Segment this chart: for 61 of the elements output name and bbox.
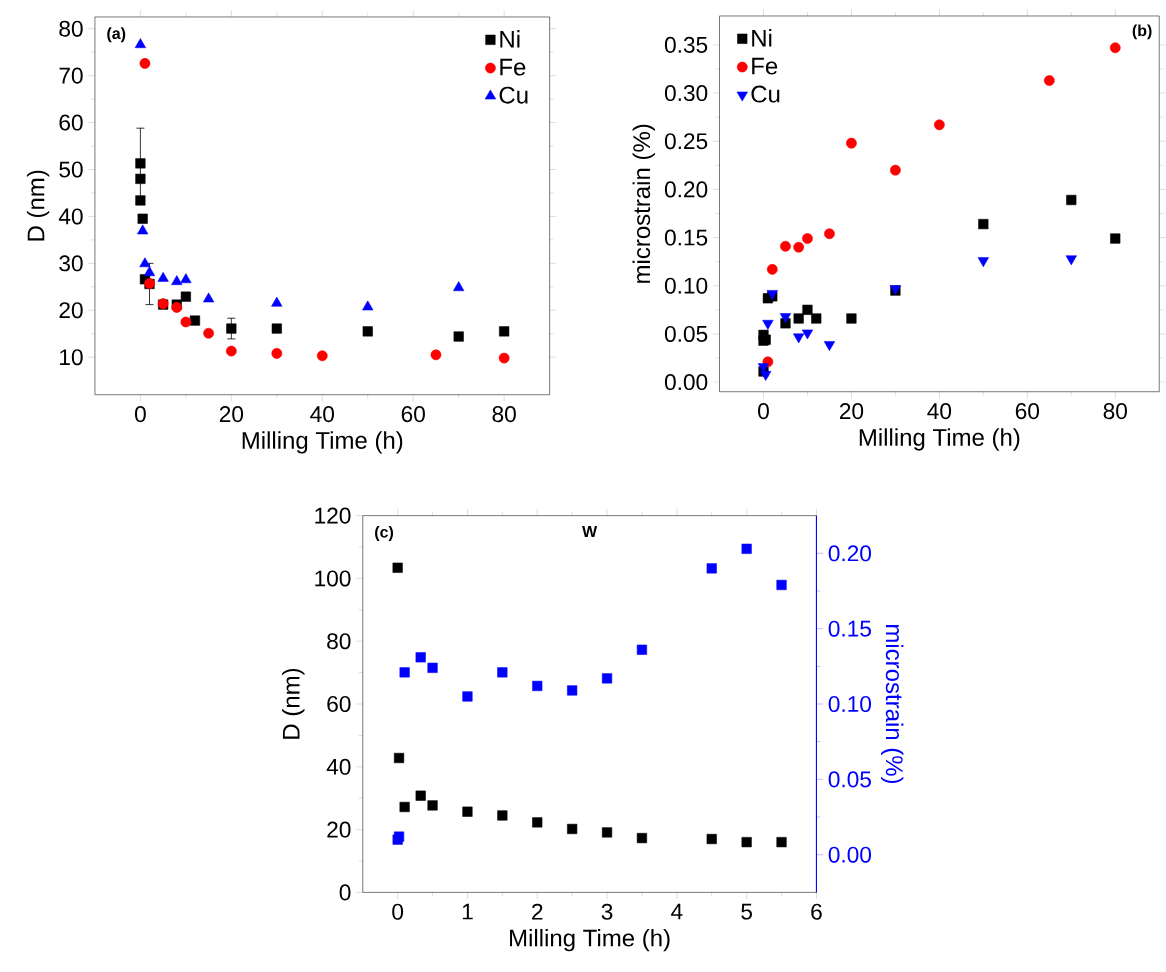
y-tick-label: 0.35 — [664, 36, 708, 53]
y-tick-label: 20 — [59, 302, 83, 319]
y2-tick-label: 0.00 — [828, 846, 872, 863]
y-tick-label: 0 — [339, 884, 351, 901]
y-tick-label: 40 — [58, 208, 83, 225]
x-tick-label: 20 — [219, 405, 244, 422]
x-tick-label: 0 — [134, 405, 146, 422]
legend-label: Ni — [500, 29, 520, 48]
x-tick-label: 60 — [1015, 402, 1040, 419]
x-tick-label: 1 — [462, 903, 473, 920]
y-axis-title: D (nm) — [282, 668, 305, 739]
legend-label: Fe — [500, 58, 526, 76]
x-tick-label: 0 — [758, 402, 769, 419]
y-axis-title: D (nm) — [26, 170, 50, 241]
y-tick-label: 120 — [315, 507, 351, 524]
y-tick-label: 0.05 — [664, 325, 708, 342]
legend-label: Cu — [499, 86, 528, 104]
y-tick-label: 0.25 — [664, 133, 708, 150]
x-axis-title: Milling Time (h) — [859, 428, 1020, 451]
y-tick-label: 10 — [60, 349, 83, 366]
y-tick-label: 60 — [59, 114, 83, 131]
y-tick-label: 80 — [59, 20, 83, 37]
annotation: W — [582, 525, 598, 537]
x-tick-label: 2 — [532, 903, 543, 920]
x-tick-label: 20 — [839, 402, 864, 419]
y-tick-label: 20 — [327, 821, 351, 838]
y-tick-label: 0.30 — [664, 84, 708, 101]
y2-tick-label: 0.20 — [828, 545, 872, 562]
y-tick-label: 50 — [59, 161, 83, 178]
y-tick-label: 0.10 — [664, 277, 708, 294]
y2-tick-label: 0.10 — [828, 695, 872, 712]
x-tick-label: 60 — [401, 405, 425, 422]
y-tick-label: 70 — [59, 67, 83, 84]
legend-label: Fe — [752, 57, 778, 75]
x-axis-title: Milling Time (h) — [510, 928, 670, 952]
y-tick-label: 30 — [59, 255, 83, 272]
y-tick-label: 100 — [315, 570, 351, 587]
y2-tick-label: 0.05 — [828, 771, 871, 788]
legend-label: Cu — [751, 85, 780, 103]
x-tick-label: 4 — [671, 903, 683, 920]
x-tick-label: 40 — [927, 402, 952, 419]
y-axis-title: microstrain (%) — [632, 124, 655, 283]
y-tick-label: 0.20 — [664, 181, 708, 198]
x-tick-label: 80 — [492, 405, 516, 422]
y2-tick-label: 0.15 — [828, 620, 871, 637]
x-tick-label: 80 — [1103, 402, 1127, 419]
x-tick-label: 6 — [811, 903, 822, 920]
legend-label: Ni — [752, 28, 772, 47]
y-tick-label: 0.00 — [664, 373, 708, 390]
y2-axis-title: microstrain (%) — [881, 624, 904, 783]
y-tick-label: 80 — [327, 633, 351, 650]
annotation: (c) — [375, 525, 394, 541]
x-tick-label: 3 — [601, 903, 613, 920]
x-axis-title: Milling Time (h) — [242, 431, 403, 454]
annotation: (a) — [107, 27, 126, 43]
y-tick-label: 60 — [327, 695, 351, 712]
x-tick-label: 0 — [392, 903, 404, 920]
y-tick-label: 0.15 — [664, 229, 708, 246]
annotation: (b) — [1132, 24, 1152, 40]
x-tick-label: 5 — [741, 903, 752, 920]
y-tick-label: 40 — [326, 758, 351, 775]
